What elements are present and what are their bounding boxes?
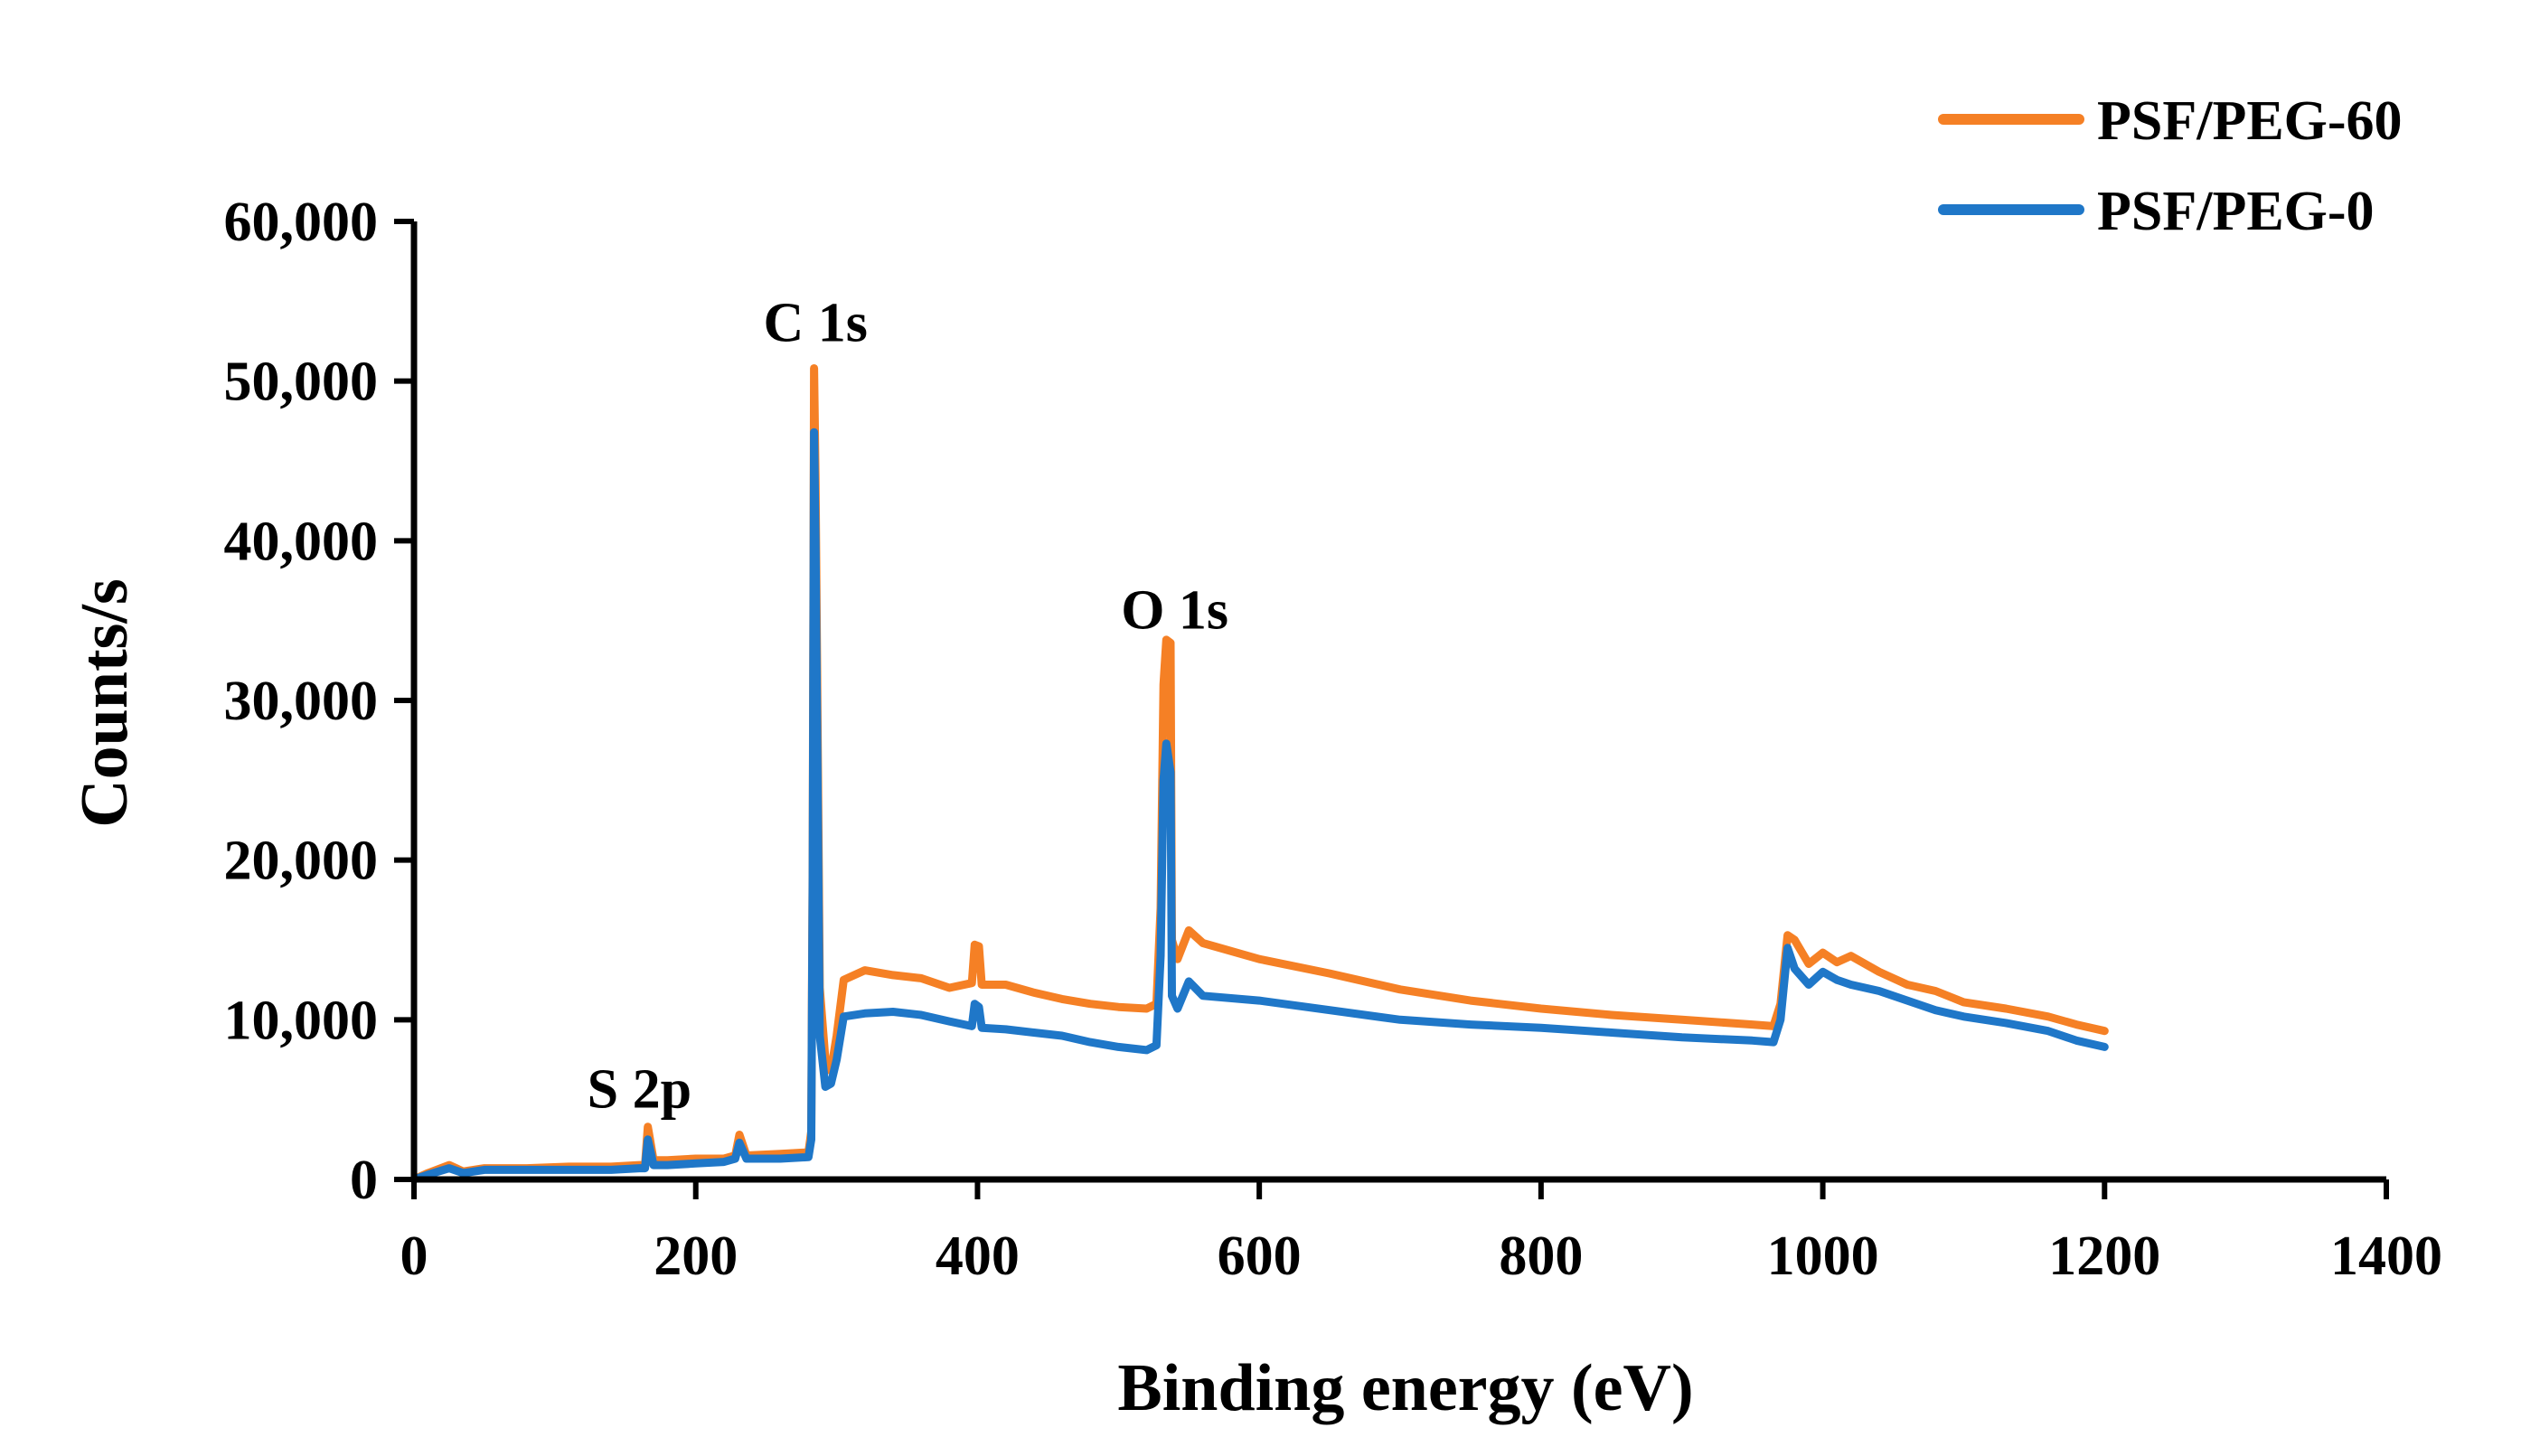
peak-label-o-1s: O 1s <box>1121 580 1228 642</box>
y-tick-label: 20,000 <box>224 831 379 892</box>
peak-label-s-2p: S 2p <box>588 1059 691 1121</box>
plot-series-group <box>409 364 2109 1184</box>
x-tick-label: 400 <box>936 1226 1020 1287</box>
x-tick-label: 1200 <box>2048 1226 2160 1287</box>
x-tick-label: 600 <box>1218 1226 1302 1287</box>
peak-annotations: S 2p C 1s O 1s <box>588 293 1228 1121</box>
x-tick-label: 800 <box>1499 1226 1583 1287</box>
x-axis-ticks: 0 200 400 600 800 1000 1200 1400 <box>400 1179 2442 1287</box>
y-tick-label: 0 <box>350 1150 378 1211</box>
legend-label: PSF/PEG-0 <box>2097 181 2375 242</box>
y-tick-label: 50,000 <box>224 352 379 413</box>
legend-label: PSF/PEG-60 <box>2097 90 2403 152</box>
x-tick-label: 1400 <box>2330 1226 2442 1287</box>
y-axis-ticks: 0 10,000 20,000 30,000 40,000 50,000 60,000 <box>224 192 414 1211</box>
y-tick-label: 40,000 <box>224 511 379 572</box>
y-tick-label: 60,000 <box>224 192 379 253</box>
x-tick-label: 0 <box>400 1226 428 1287</box>
x-axis-title: Binding energy (eV) <box>1117 1351 1693 1425</box>
peak-label-c-1s: C 1s <box>763 293 867 354</box>
series-line-psf-peg-0 <box>409 427 2109 1184</box>
x-tick-label: 200 <box>654 1226 738 1287</box>
x-tick-label: 1000 <box>1767 1226 1879 1287</box>
y-tick-label: 30,000 <box>224 671 379 732</box>
series-line-psf-peg-60 <box>409 364 2109 1184</box>
legend: PSF/PEG-60 PSF/PEG-0 <box>1938 90 2403 242</box>
y-tick-label: 10,000 <box>224 990 379 1051</box>
y-axis-title: Counts/s <box>68 578 142 828</box>
